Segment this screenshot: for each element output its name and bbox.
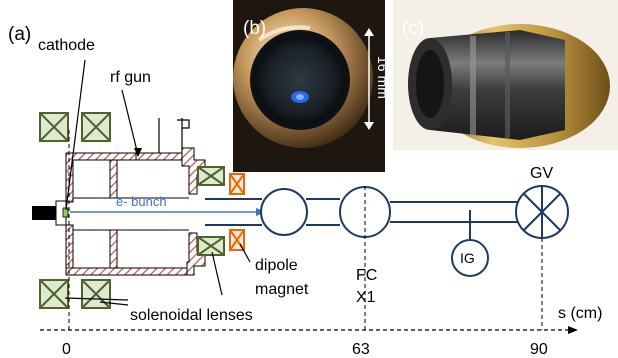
- beam-pipe: [205, 198, 518, 240]
- fc-label: FC: [356, 267, 377, 284]
- tick-63: 63: [352, 341, 370, 358]
- dipole-magnet-top: [229, 173, 245, 195]
- x1-label: X1: [356, 289, 376, 306]
- solenoidal-lenses-label: solenoidal lenses: [130, 307, 253, 324]
- cathode-label: cathode: [38, 37, 95, 54]
- cathode-holder: [32, 200, 69, 226]
- ion-gauge: [451, 239, 489, 277]
- cross-chamber-1: [260, 188, 308, 236]
- s-axis-arrow: [568, 326, 578, 334]
- solenoid-coil-top-left: [39, 112, 69, 142]
- solenoid-coil-bottom-left: [39, 279, 69, 309]
- solenoid-coil-exit-bottom: [197, 236, 225, 256]
- position-markers: [68, 130, 543, 330]
- tick-0: 0: [62, 341, 71, 358]
- photo-b: (b) 16 mm: [233, 0, 391, 172]
- solenoid-coil-top-right: [81, 112, 111, 142]
- panel-label-b: (b): [243, 18, 266, 39]
- gv-label: GV: [530, 165, 553, 182]
- rf-gun-label: rf gun: [110, 69, 151, 86]
- tick-90: 90: [530, 341, 548, 358]
- pointer-lines: [64, 59, 251, 306]
- scale-label: 16 mm: [375, 56, 391, 99]
- dipole-label: dipole: [255, 257, 298, 274]
- panel-label-a: (a): [8, 24, 31, 45]
- magnet-label: magnet: [255, 281, 309, 298]
- photo-c: (c): [393, 0, 618, 150]
- solenoid-coil-exit-top: [197, 166, 225, 186]
- gate-valve: [515, 185, 569, 239]
- panel-label-c: (c): [402, 18, 424, 39]
- solenoid-coil-bottom-right: [81, 279, 111, 309]
- e-bunch-label: e- bunch: [116, 194, 167, 209]
- ig-label: IG: [460, 250, 475, 266]
- axis-label: s (cm): [558, 305, 602, 322]
